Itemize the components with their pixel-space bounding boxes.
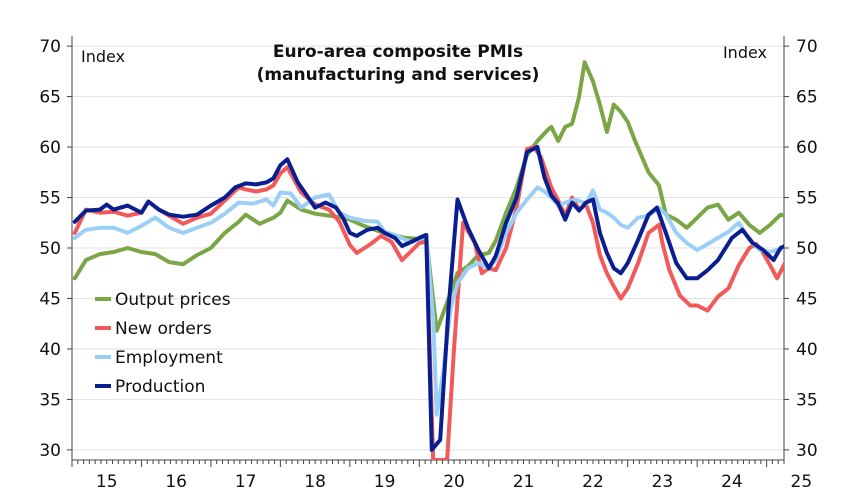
x-tick-label: 21	[513, 472, 535, 492]
x-tick-label: 20	[443, 472, 465, 492]
y-tick-label-right: 30	[796, 441, 818, 461]
series-line-production	[72, 145, 784, 452]
x-axis-ticks: 15 16 17 18 19 20 21 22 23 24 25	[71, 460, 813, 492]
y-tick-label-left: 45	[39, 289, 61, 309]
y-tick-label-left: 30	[39, 441, 61, 461]
series-lines	[72, 60, 784, 460]
x-tick-label: 15	[96, 472, 118, 492]
chart-subtitle: (manufacturing and services)	[257, 65, 540, 85]
legend-label-production: Production	[115, 377, 205, 397]
y-tick-label-left: 50	[39, 239, 61, 259]
y-tick-label-right: 50	[796, 239, 818, 259]
series-line-new-orders	[72, 145, 784, 460]
y-tick-label-right: 70	[796, 37, 818, 57]
x-tick-label: 22	[582, 472, 604, 492]
y-axis-right-ticks: 30 35 40 45 50 55 60 65 70	[784, 37, 818, 461]
y-tick-label-right: 65	[796, 88, 818, 108]
series-line-output-prices	[72, 60, 784, 333]
x-tick-label: 19	[374, 472, 396, 492]
x-tick-label: 16	[165, 472, 187, 492]
y-tick-label-left: 70	[39, 37, 61, 57]
x-tick-label: 24	[721, 472, 743, 492]
legend-label-employment: Employment	[115, 348, 223, 368]
x-tick-label: 17	[235, 472, 257, 492]
y-axis-left-label: Index	[81, 47, 125, 66]
y-tick-label-right: 45	[796, 289, 818, 309]
y-tick-label-left: 60	[39, 138, 61, 158]
chart-title: Euro-area composite PMIs	[273, 42, 523, 62]
y-tick-label-left: 55	[39, 189, 61, 209]
legend: Output prices New orders Employment Product…	[95, 290, 231, 397]
y-tick-label-right: 40	[796, 340, 818, 360]
legend-label-output-prices: Output prices	[115, 290, 231, 310]
y-tick-label-left: 40	[39, 340, 61, 360]
y-tick-label-right: 55	[796, 189, 818, 209]
x-tick-label: 25	[791, 472, 813, 492]
y-tick-label-right: 60	[796, 138, 818, 158]
y-tick-label-left: 65	[39, 88, 61, 108]
y-tick-label-right: 35	[796, 390, 818, 410]
y-axis-right-label: Index	[723, 43, 767, 62]
x-tick-label: 23	[652, 472, 674, 492]
legend-label-new-orders: New orders	[115, 319, 212, 339]
x-tick-label: 18	[304, 472, 326, 492]
y-axis-left-ticks: 30 35 40 45 50 55 60 65 70	[39, 37, 72, 461]
y-tick-label-left: 35	[39, 390, 61, 410]
